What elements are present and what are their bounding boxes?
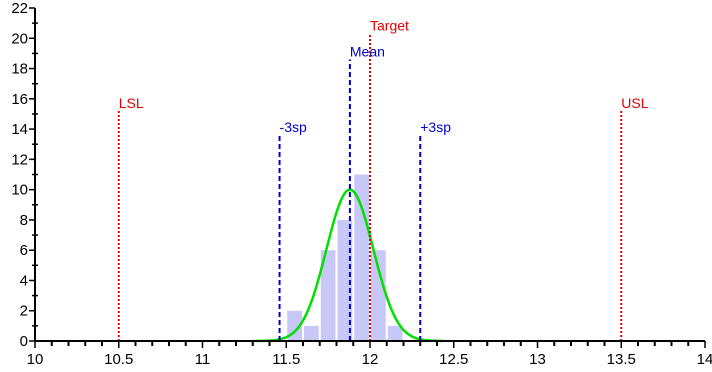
histogram-bar	[304, 325, 319, 341]
x-tick-label: 13	[529, 351, 546, 368]
ref-label: Target	[370, 18, 409, 34]
x-tick-label: 13.5	[607, 351, 636, 368]
y-tick-label: 18	[11, 61, 28, 78]
x-tick-label: 12	[362, 351, 379, 368]
normal-curve-layer	[256, 188, 444, 343]
histogram-bars	[287, 174, 403, 341]
x-tick-label: 10.5	[104, 351, 133, 368]
x-tick-label: 11.5	[272, 351, 300, 368]
x-tick-label: 11	[195, 351, 211, 368]
axes: 10 10.5 11 11.5 12 12.5 13 13.5 14 0 2 4 6 8 10 12 14 16 1…	[11, 0, 712, 368]
ref-label: +3sp	[420, 119, 451, 135]
ref-label: USL	[621, 95, 648, 111]
y-tick-label: 16	[11, 91, 28, 108]
y-tick-label: 12	[11, 151, 28, 168]
x-tick-label: 12.5	[439, 351, 468, 368]
x-tick-label: 14	[697, 351, 712, 368]
histogram-bar	[387, 325, 403, 341]
y-tick-label: 8	[20, 212, 28, 229]
ref-label: Mean	[350, 43, 385, 59]
histogram-bar	[337, 219, 353, 341]
y-tick-label: 0	[20, 333, 28, 350]
x-tick-label: 10	[27, 351, 44, 368]
y-tick-label: 14	[11, 121, 28, 138]
reference-lines: LSL USL Target Mean -3sp +3sp	[117, 18, 649, 341]
histogram-bar	[371, 250, 386, 341]
normal-curve	[256, 188, 444, 343]
y-tick-label: 22	[11, 0, 28, 17]
histogram-bar	[354, 174, 369, 341]
y-tick-label: 10	[11, 182, 28, 199]
y-tick-label: 20	[11, 30, 28, 47]
ref-label: -3sp	[280, 119, 307, 135]
y-tick-label: 6	[20, 242, 28, 259]
histogram-bar	[320, 250, 336, 341]
ref-label: LSL	[119, 95, 144, 111]
y-tick-label: 4	[20, 272, 28, 289]
y-tick-label: 2	[20, 303, 28, 320]
